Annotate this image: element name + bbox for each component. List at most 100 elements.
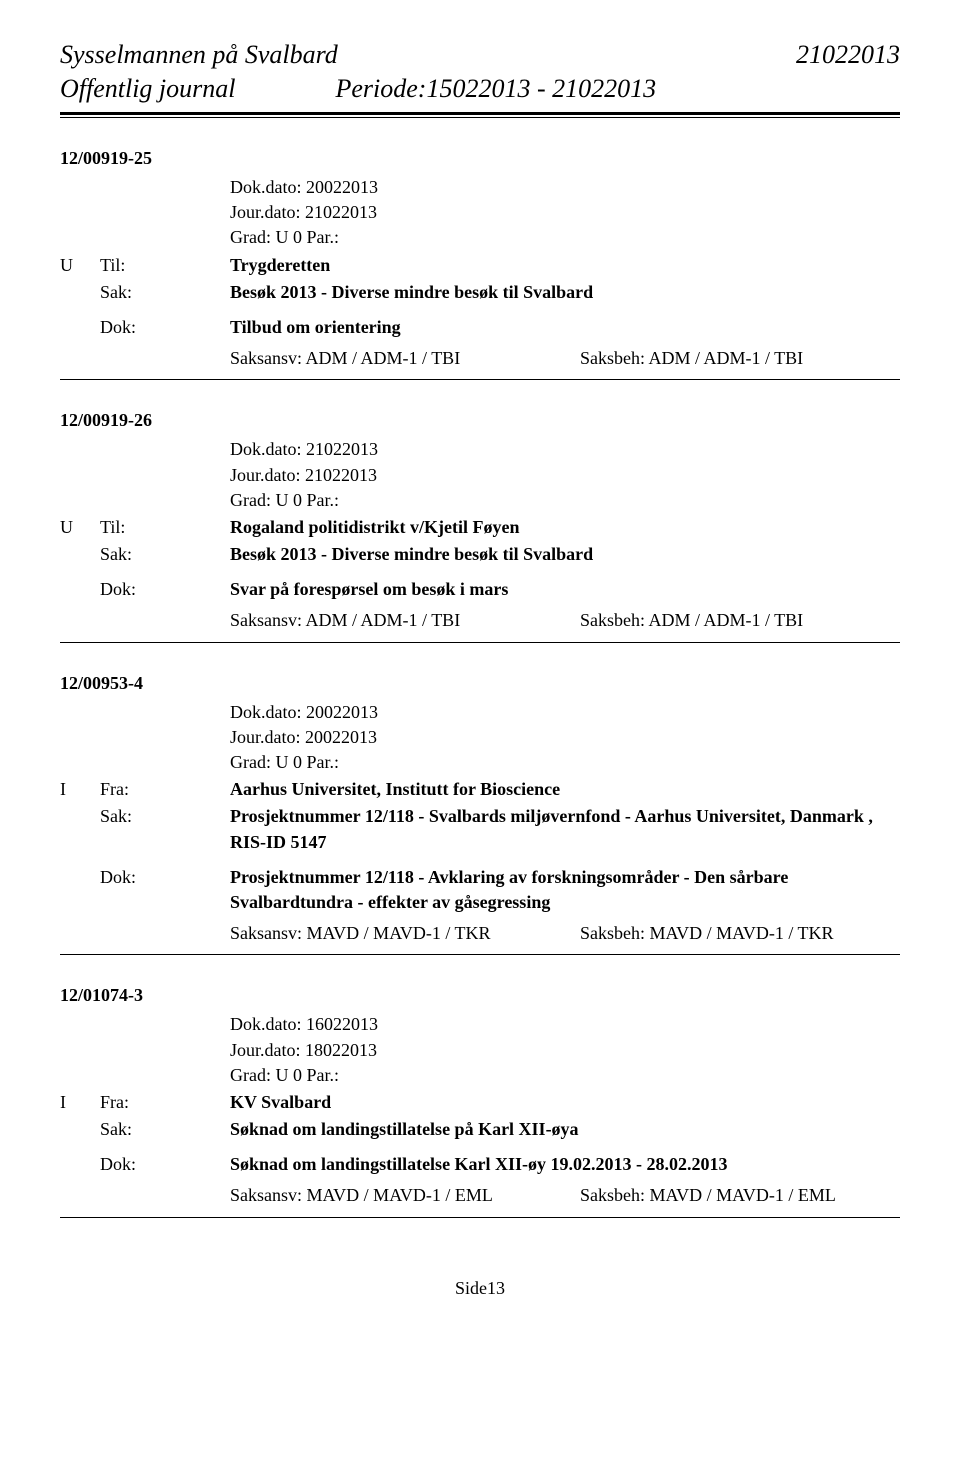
dok-dato: Dok.dato: 20022013 — [230, 700, 900, 725]
page-number: Side13 — [455, 1278, 505, 1298]
sak-row: Sak: Søknad om landingstillatelse på Kar… — [60, 1117, 900, 1142]
saksbeh: Saksbeh: ADM / ADM-1 / TBI — [580, 608, 900, 633]
spacer — [60, 542, 100, 567]
journal-entry: 12/00953-4 Dok.dato: 20022013 Jour.dato:… — [60, 673, 900, 956]
sak-label: Sak: — [100, 1117, 230, 1142]
direction: I — [60, 777, 100, 802]
saks-row: Saksansv: ADM / ADM-1 / TBI Saksbeh: ADM… — [230, 346, 900, 371]
party-row: I Fra: KV Svalbard — [60, 1090, 900, 1115]
party-value: KV Svalbard — [230, 1090, 900, 1115]
grad: Grad: U 0 Par.: — [230, 488, 900, 513]
header-row-1: Sysselmannen på Svalbard 21022013 — [60, 40, 900, 70]
sak-row: Sak: Besøk 2013 - Diverse mindre besøk t… — [60, 280, 900, 305]
jour-dato: Jour.dato: 20022013 — [230, 725, 900, 750]
party-row: I Fra: Aarhus Universitet, Institutt for… — [60, 777, 900, 802]
party-label: Til: — [100, 515, 230, 540]
jour-dato: Jour.dato: 21022013 — [230, 200, 900, 225]
party-label: Til: — [100, 253, 230, 278]
dok-row: Dok: Prosjektnummer 12/118 - Avklaring a… — [60, 865, 900, 915]
dok-row: Dok: Svar på forespørsel om besøk i mars — [60, 577, 900, 602]
entry-divider — [60, 954, 900, 955]
grad: Grad: U 0 Par.: — [230, 1063, 900, 1088]
header-row-2: Offentlig journal Periode:15022013 - 210… — [60, 74, 900, 104]
entries-container: 12/00919-25 Dok.dato: 20022013 Jour.dato… — [60, 148, 900, 1218]
sak-label: Sak: — [100, 542, 230, 567]
case-id: 12/01074-3 — [60, 985, 900, 1006]
sak-label: Sak: — [100, 280, 230, 305]
dok-value: Prosjektnummer 12/118 - Avklaring av for… — [230, 865, 900, 915]
spacer — [60, 865, 100, 915]
spacer — [60, 577, 100, 602]
party-value: Rogaland politidistrikt v/Kjetil Føyen — [230, 515, 900, 540]
sak-row: Sak: Besøk 2013 - Diverse mindre besøk t… — [60, 542, 900, 567]
meta-block: Dok.dato: 20022013 Jour.dato: 20022013 G… — [230, 700, 900, 776]
saksansv: Saksansv: ADM / ADM-1 / TBI — [230, 608, 580, 633]
sak-value: Prosjektnummer 12/118 - Svalbards miljøv… — [230, 804, 900, 854]
header-thick-rule — [60, 112, 900, 115]
org-name: Sysselmannen på Svalbard — [60, 40, 338, 70]
saksbeh: Saksbeh: ADM / ADM-1 / TBI — [580, 346, 900, 371]
dok-label: Dok: — [100, 865, 230, 915]
dok-value: Svar på forespørsel om besøk i mars — [230, 577, 900, 602]
header-date: 21022013 — [796, 40, 900, 70]
period-label: Periode:15022013 - 21022013 — [336, 74, 657, 104]
sak-value: Besøk 2013 - Diverse mindre besøk til Sv… — [230, 542, 900, 567]
saksansv: Saksansv: MAVD / MAVD-1 / TKR — [230, 921, 580, 946]
case-id: 12/00919-26 — [60, 410, 900, 431]
saksbeh: Saksbeh: MAVD / MAVD-1 / TKR — [580, 921, 900, 946]
journal-entry: 12/00919-25 Dok.dato: 20022013 Jour.dato… — [60, 148, 900, 380]
grad: Grad: U 0 Par.: — [230, 750, 900, 775]
direction: U — [60, 253, 100, 278]
party-label: Fra: — [100, 777, 230, 802]
party-label: Fra: — [100, 1090, 230, 1115]
direction: U — [60, 515, 100, 540]
saksansv: Saksansv: MAVD / MAVD-1 / EML — [230, 1183, 580, 1208]
journal-entry: 12/01074-3 Dok.dato: 16022013 Jour.dato:… — [60, 985, 900, 1217]
journal-entry: 12/00919-26 Dok.dato: 21022013 Jour.dato… — [60, 410, 900, 642]
sak-label: Sak: — [100, 804, 230, 854]
entry-divider — [60, 1217, 900, 1218]
meta-block: Dok.dato: 16022013 Jour.dato: 18022013 G… — [230, 1012, 900, 1088]
entry-divider — [60, 642, 900, 643]
grad: Grad: U 0 Par.: — [230, 225, 900, 250]
spacer — [60, 1117, 100, 1142]
entry-divider — [60, 379, 900, 380]
party-row: U Til: Rogaland politidistrikt v/Kjetil … — [60, 515, 900, 540]
saksansv: Saksansv: ADM / ADM-1 / TBI — [230, 346, 580, 371]
saks-row: Saksansv: MAVD / MAVD-1 / EML Saksbeh: M… — [230, 1183, 900, 1208]
party-value: Aarhus Universitet, Institutt for Biosci… — [230, 777, 900, 802]
direction: I — [60, 1090, 100, 1115]
meta-block: Dok.dato: 21022013 Jour.dato: 21022013 G… — [230, 437, 900, 513]
saks-row: Saksansv: ADM / ADM-1 / TBI Saksbeh: ADM… — [230, 608, 900, 633]
meta-block: Dok.dato: 20022013 Jour.dato: 21022013 G… — [230, 175, 900, 251]
dok-label: Dok: — [100, 577, 230, 602]
dok-label: Dok: — [100, 1152, 230, 1177]
dok-dato: Dok.dato: 16022013 — [230, 1012, 900, 1037]
party-row: U Til: Trygderetten — [60, 253, 900, 278]
header-thin-rule — [60, 117, 900, 118]
journal-label: Offentlig journal — [60, 74, 236, 104]
dok-row: Dok: Søknad om landingstillatelse Karl X… — [60, 1152, 900, 1177]
saksbeh: Saksbeh: MAVD / MAVD-1 / EML — [580, 1183, 900, 1208]
dok-dato: Dok.dato: 21022013 — [230, 437, 900, 462]
sak-value: Besøk 2013 - Diverse mindre besøk til Sv… — [230, 280, 900, 305]
case-id: 12/00953-4 — [60, 673, 900, 694]
dok-dato: Dok.dato: 20022013 — [230, 175, 900, 200]
spacer — [60, 315, 100, 340]
spacer — [60, 1152, 100, 1177]
sak-row: Sak: Prosjektnummer 12/118 - Svalbards m… — [60, 804, 900, 854]
page-footer: Side13 — [60, 1278, 900, 1299]
sak-value: Søknad om landingstillatelse på Karl XII… — [230, 1117, 900, 1142]
page-header: Sysselmannen på Svalbard 21022013 Offent… — [60, 40, 900, 104]
dok-value: Tilbud om orientering — [230, 315, 900, 340]
case-id: 12/00919-25 — [60, 148, 900, 169]
dok-value: Søknad om landingstillatelse Karl XII-øy… — [230, 1152, 900, 1177]
saks-row: Saksansv: MAVD / MAVD-1 / TKR Saksbeh: M… — [230, 921, 900, 946]
jour-dato: Jour.dato: 18022013 — [230, 1038, 900, 1063]
dok-label: Dok: — [100, 315, 230, 340]
spacer — [60, 804, 100, 854]
spacer — [60, 280, 100, 305]
dok-row: Dok: Tilbud om orientering — [60, 315, 900, 340]
party-value: Trygderetten — [230, 253, 900, 278]
jour-dato: Jour.dato: 21022013 — [230, 463, 900, 488]
